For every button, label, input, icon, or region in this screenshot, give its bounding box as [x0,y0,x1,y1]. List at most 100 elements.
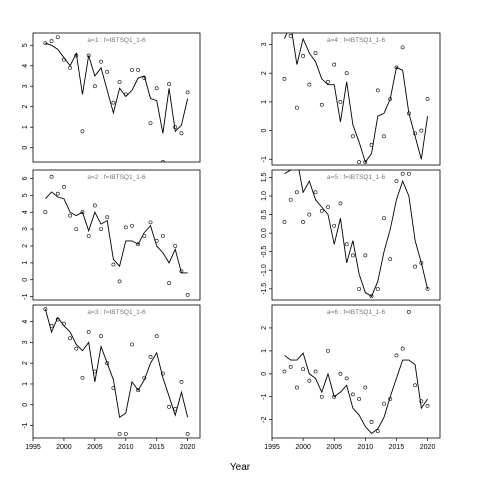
data-point [123,431,128,436]
data-point [313,369,318,374]
x-tick-label: 2020 [180,444,196,451]
data-point [111,100,116,105]
panel-title: a=6 : f=IBTSQ1_1-6 [327,309,386,316]
y-tick-label: 0 [261,129,268,133]
plot-area [282,170,430,299]
data-point [338,371,343,376]
y-tick-label: 3 [22,84,29,88]
data-point [382,134,386,139]
data-point [288,365,293,369]
data-point [185,431,190,436]
plot-area [43,174,190,297]
data-point [394,353,399,358]
y-tick-label: -1.0 [261,264,268,276]
y-tick-label: 0.5 [261,210,268,220]
data-point [294,385,299,390]
data-point [179,379,184,384]
data-point [117,431,122,436]
x-axis-label: Year [230,462,251,473]
data-point [313,51,318,55]
x-tick-label: 2005 [326,444,342,451]
data-point [148,220,153,225]
data-point [148,355,153,359]
data-point [425,403,430,408]
data-point [382,401,386,406]
data-point [369,294,374,299]
data-point [80,375,85,380]
data-point [123,225,128,230]
x-tick-label: 2020 [420,444,436,451]
data-point [99,227,103,231]
data-point [105,361,110,366]
data-point [357,160,362,165]
data-point [344,376,349,381]
panel-title: a=4 : f=IBTSQ1_1-6 [327,37,386,44]
data-point [55,191,60,196]
data-point [74,346,79,351]
y-tick-label: 1 [261,349,268,353]
y-tick-label: 3 [22,227,29,231]
plot-area [43,307,190,436]
fit-line [44,309,189,418]
data-point [357,286,362,291]
data-point [68,213,73,218]
panel-title: a=3 : f=IBTSQ1_1-6 [87,309,146,316]
x-tick-label: 1995 [25,444,41,451]
data-point [375,88,380,93]
data-point [363,253,368,258]
data-point [105,70,110,74]
data-point [282,220,287,224]
data-point [136,67,141,72]
data-point [111,262,116,267]
y-tick-label: 1 [22,261,29,265]
fit-line [45,42,189,134]
plot-frame [271,304,441,439]
data-point [394,179,399,184]
x-tick-label: 2010 [358,444,374,451]
y-tick-label: 2 [261,326,268,330]
data-point [80,210,85,215]
data-point [294,105,299,110]
y-tick-label: 4 [22,320,29,324]
plot-frame [32,169,201,301]
y-tick-label: 0 [22,146,29,150]
data-point [55,35,60,39]
data-point [400,346,405,351]
fit-line [284,352,428,435]
y-tick-label: 3 [261,42,268,46]
data-point [400,171,405,176]
data-point [307,82,312,87]
data-point [301,220,306,224]
y-tick-label: 1.5 [261,172,268,182]
data-point [92,84,97,89]
y-tick-label: -1 [22,422,29,428]
data-point [319,208,324,213]
y-tick-label: -0.5 [261,246,268,258]
data-point [344,71,349,76]
data-point [160,160,165,162]
data-point [332,62,337,67]
data-point [130,67,134,72]
y-tick-label: -1 [261,394,268,400]
data-point [154,86,159,91]
panel-title: a=1 : f=IBTSQ1_1-6 [87,37,146,44]
data-point [382,216,386,221]
fit-line [284,33,429,164]
data-point [313,190,318,195]
y-tick-label: -2 [261,416,268,422]
data-point [419,399,424,404]
y-tick-label: 6 [22,176,29,180]
data-point [86,330,91,334]
plot-area [282,309,430,435]
y-tick-label: 5 [22,193,29,197]
data-point [406,309,411,314]
plot-frame [271,169,441,301]
data-point [301,54,306,58]
data-point [338,201,343,206]
data-point [363,160,368,165]
data-point [86,233,91,238]
data-point [338,99,343,104]
x-tick-label: 2015 [389,444,405,451]
data-point [68,65,73,70]
